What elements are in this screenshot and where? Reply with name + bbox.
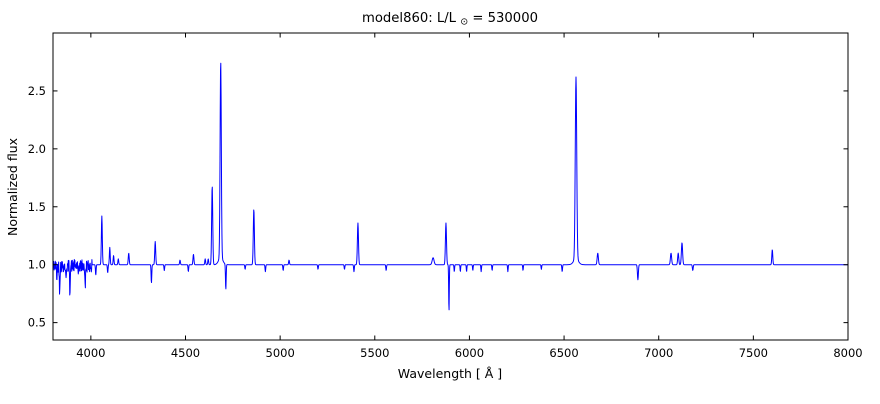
- axes-frame: [52, 32, 849, 341]
- x-tick-label: 5500: [360, 346, 389, 360]
- y-tick-label: 2.0: [28, 142, 46, 156]
- y-axis-label: Normalized flux: [5, 138, 20, 236]
- x-axis-label: Wavelength [ Å ]: [398, 366, 502, 381]
- x-tick-label: 4500: [171, 346, 200, 360]
- spectrum-series: [53, 62, 848, 311]
- y-tick-label: 0.5: [28, 316, 46, 330]
- axis-tick-labels: 4000 4500 5000 5500 6000 6500 7000 7500 8000 0.5 1…: [28, 84, 863, 360]
- y-tick-label: 1.5: [28, 200, 46, 214]
- chart-title-suffix: = 530000: [472, 11, 538, 26]
- chart-title-prefix: model860: L/L: [362, 11, 457, 26]
- sun-subscript: ⊙: [460, 17, 468, 28]
- x-tick-label: 7000: [644, 346, 673, 360]
- chart-title: model860: L/L ⊙ = 530000: [362, 11, 538, 29]
- y-tick-label: 2.5: [28, 84, 46, 98]
- x-tick-label: 7500: [739, 346, 768, 360]
- x-tick-label: 6000: [455, 346, 484, 360]
- x-tick-label: 4000: [76, 346, 105, 360]
- x-tick-label: 6500: [549, 346, 578, 360]
- spectrum-line: [53, 62, 848, 311]
- x-tick-label: 8000: [833, 346, 862, 360]
- y-tick-label: 1.0: [28, 258, 46, 272]
- plot-area: [53, 33, 848, 340]
- x-tick-label: 5000: [266, 346, 295, 360]
